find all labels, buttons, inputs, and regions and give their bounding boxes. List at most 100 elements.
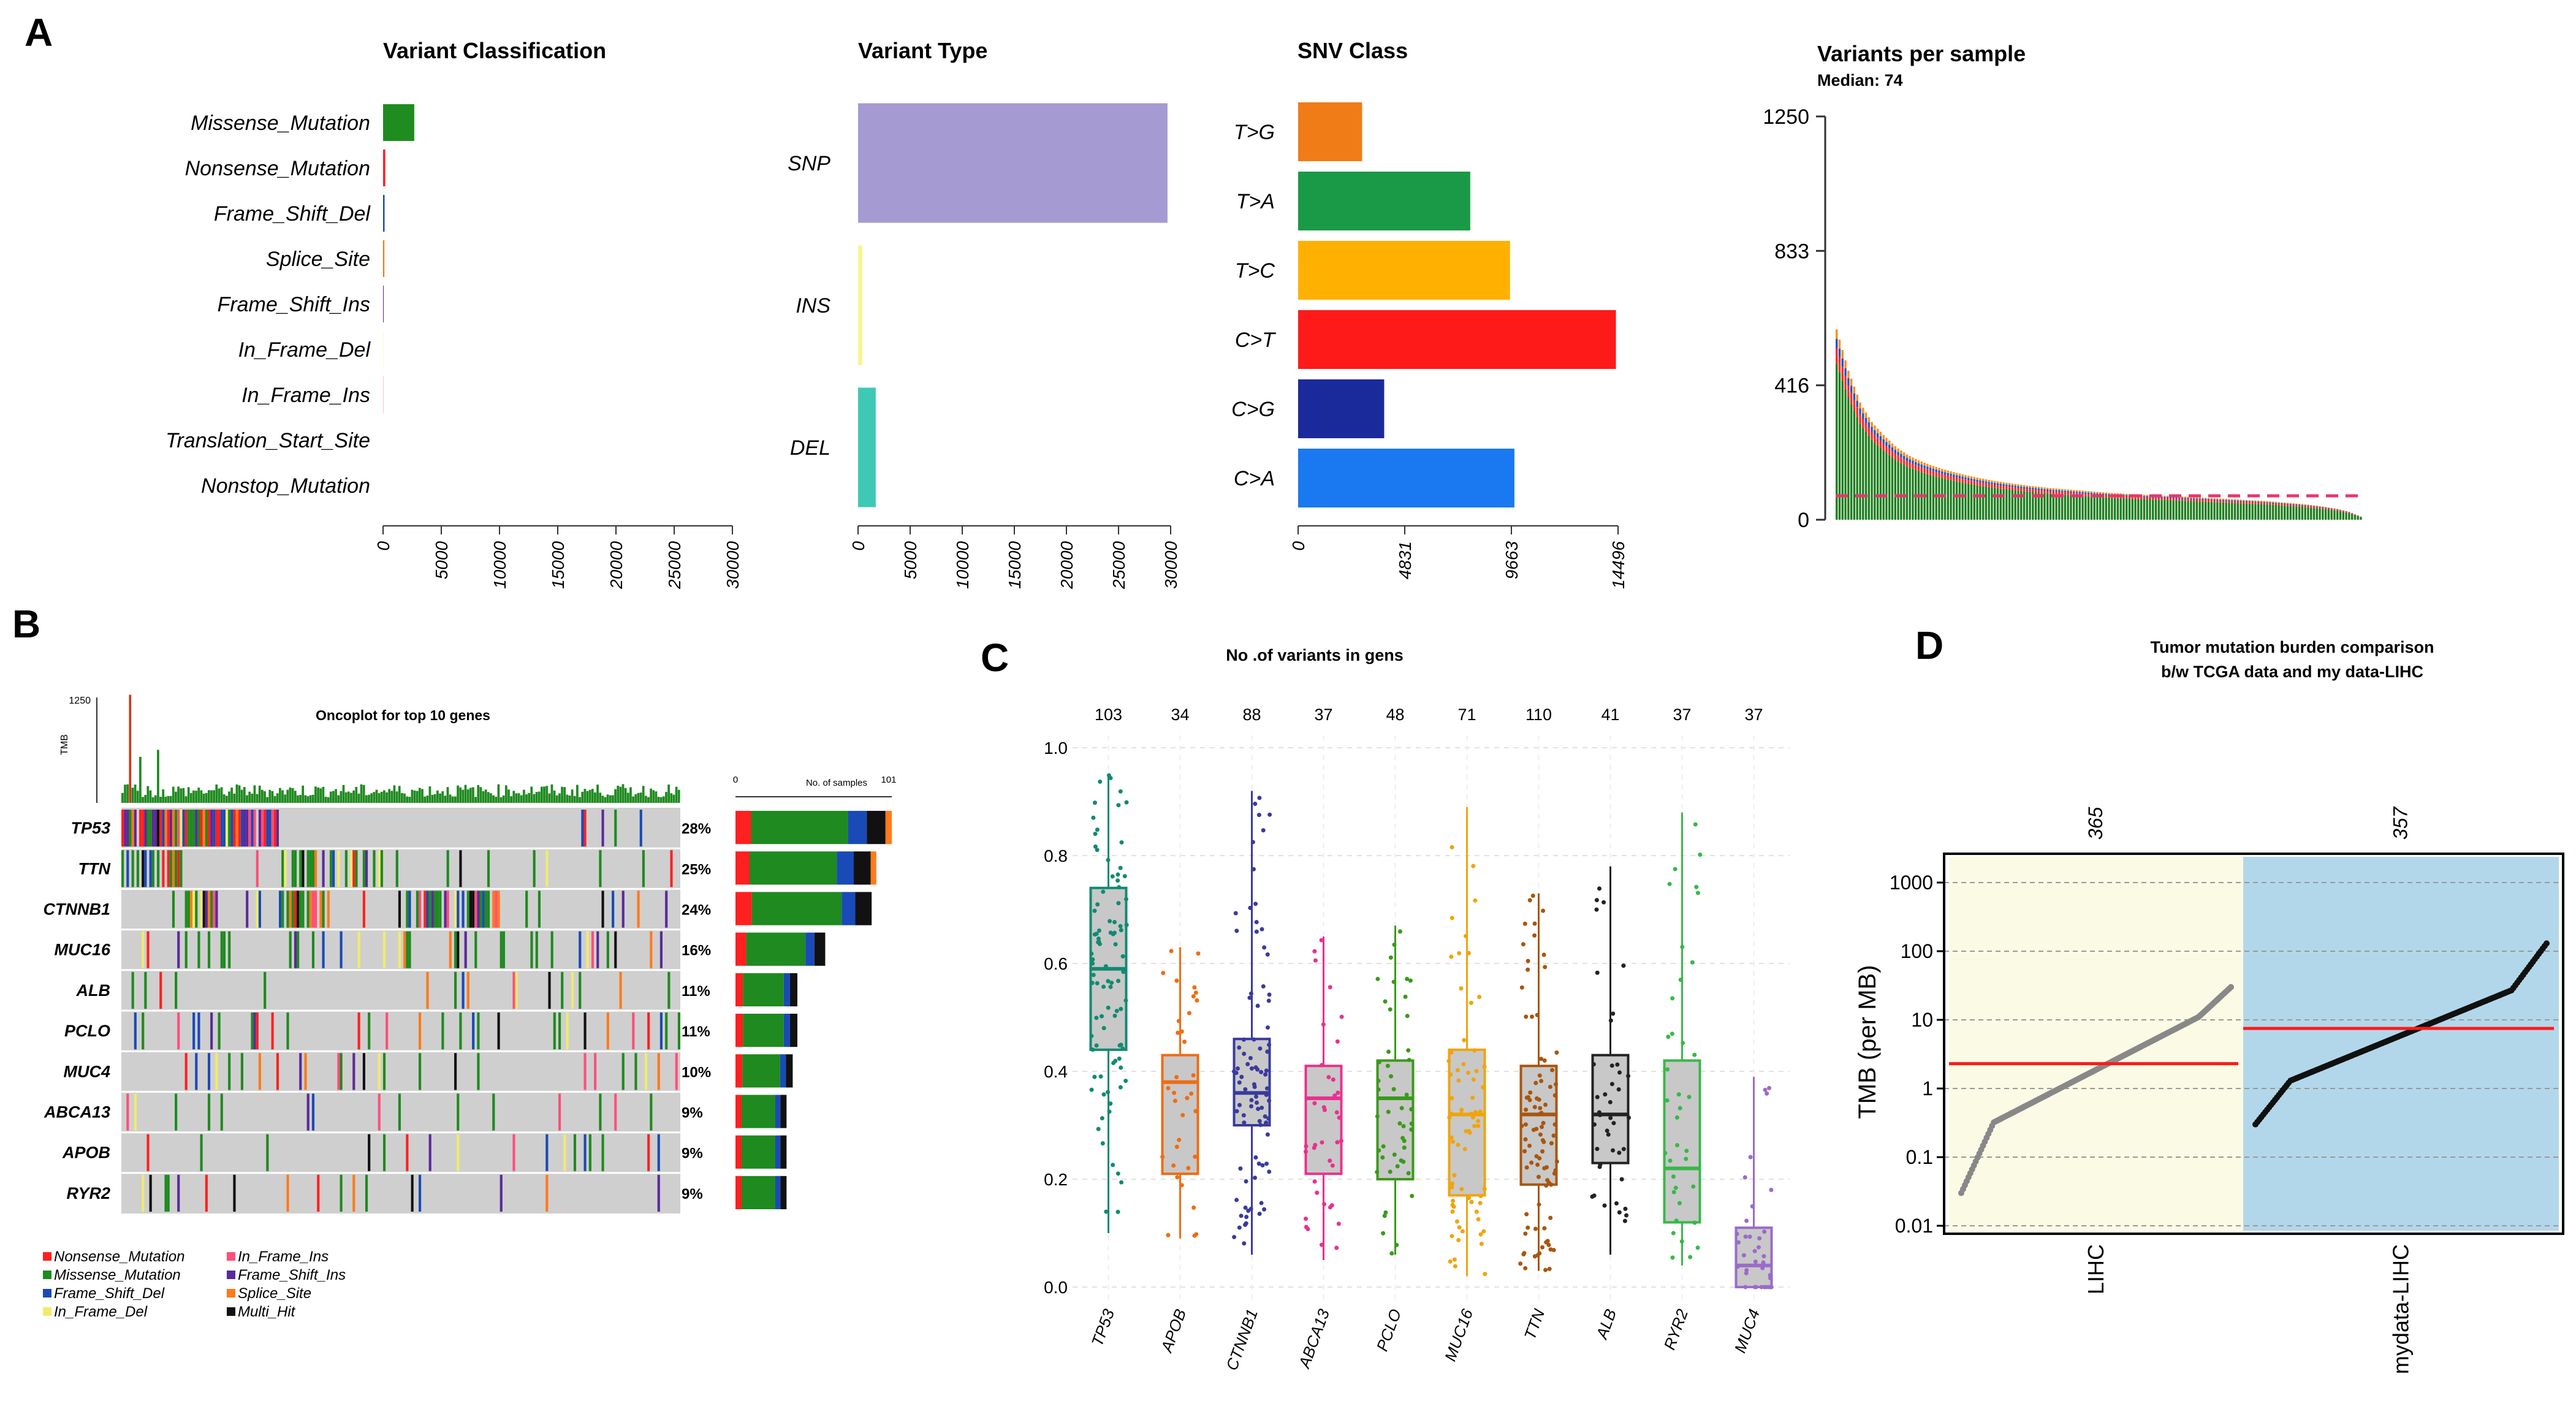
vc-label: Translation_Start_Site bbox=[165, 429, 370, 452]
boxplot-point bbox=[1117, 1043, 1122, 1048]
tmb-bar bbox=[329, 791, 332, 803]
boxplot-box bbox=[1304, 1065, 1343, 1176]
vt-x-tick-label: 5000 bbox=[901, 541, 920, 580]
vps-bar-segment bbox=[1836, 338, 1838, 349]
boxplot-point bbox=[1239, 1074, 1244, 1079]
oncoplot-cell bbox=[154, 810, 158, 847]
boxplot-point bbox=[1193, 1109, 1198, 1114]
vps-bar-segment bbox=[2222, 498, 2225, 500]
boxplot-x-label: APOB bbox=[1157, 1307, 1190, 1356]
vps-bar-segment bbox=[2152, 498, 2154, 500]
oncoplot-cell bbox=[319, 891, 322, 928]
boxplot-point bbox=[1542, 1058, 1547, 1063]
boxplot-point bbox=[1092, 1074, 1097, 1079]
vps-bar-segment bbox=[2052, 490, 2054, 492]
oncoplot-cell bbox=[497, 1012, 500, 1050]
boxplot-point bbox=[1667, 881, 1672, 886]
variants-per-sample-title: Variants per sample bbox=[1817, 41, 2026, 66]
vps-bar-segment bbox=[2339, 509, 2342, 511]
boxplot-point bbox=[1453, 1264, 1457, 1269]
vps-bar-segment bbox=[1991, 484, 1993, 488]
tmb-bar bbox=[662, 796, 665, 803]
vps-bar-segment bbox=[1850, 404, 1853, 520]
boxplot-point bbox=[1320, 1140, 1324, 1145]
vc-label: Nonsense_Mutation bbox=[185, 157, 370, 180]
vps-bar-segment bbox=[2023, 485, 2026, 487]
vps-bar-segment bbox=[1885, 446, 1888, 453]
vps-bar-segment bbox=[1864, 417, 1867, 424]
vps-bar-segment bbox=[2157, 500, 2160, 520]
vps-bar-segment bbox=[1950, 476, 1952, 481]
oncoplot-cell bbox=[142, 931, 145, 968]
boxplot-point bbox=[1524, 1014, 1529, 1019]
boxplot-point bbox=[1380, 1155, 1385, 1160]
vps-bar-segment bbox=[1929, 474, 1932, 520]
oncoplot-cell bbox=[162, 850, 165, 887]
tmb-bar bbox=[477, 785, 480, 803]
oncoplot-cell bbox=[314, 891, 317, 928]
tmb-bar bbox=[172, 786, 175, 803]
vps-bar-segment bbox=[2304, 506, 2306, 507]
boxplot-point bbox=[1118, 865, 1123, 870]
vps-bar-segment bbox=[2269, 504, 2271, 520]
tmb-bar bbox=[626, 792, 629, 803]
vps-bar-segment bbox=[1958, 482, 1961, 520]
vps-bar-segment bbox=[1902, 452, 1905, 456]
vps-bar-segment bbox=[2113, 493, 2116, 495]
vps-bar-segment bbox=[2213, 499, 2216, 501]
boxplot-point bbox=[1114, 1008, 1119, 1013]
vps-bar-segment bbox=[2322, 507, 2324, 508]
tmb-comparison-chart: Tumor mutation burden comparison b/w TCG… bbox=[1854, 638, 2564, 1374]
boxplot-point bbox=[1108, 984, 1113, 989]
boxplot-point bbox=[1339, 1139, 1343, 1144]
vps-bar-segment bbox=[1958, 476, 1961, 479]
boxplot-point bbox=[1267, 992, 1272, 997]
oncoplot-cell bbox=[134, 1012, 137, 1050]
tmb-bar bbox=[360, 784, 363, 803]
tmb-bar bbox=[599, 792, 602, 803]
boxplot-point bbox=[1243, 1206, 1248, 1210]
vps-bar-segment bbox=[2350, 514, 2354, 520]
boxplot-point bbox=[1120, 1046, 1125, 1051]
boxplot-point bbox=[1554, 1159, 1559, 1164]
vps-bar-segment bbox=[2219, 502, 2222, 520]
vps-bar-segment bbox=[2236, 501, 2239, 503]
vps-bar-segment bbox=[2263, 501, 2265, 502]
vps-bar-segment bbox=[1985, 486, 1988, 520]
vps-bar-segment bbox=[1985, 483, 1988, 487]
oncoplot-cell bbox=[657, 1053, 660, 1090]
vps-bar-segment bbox=[1950, 480, 1952, 520]
vps-bar-segment bbox=[1961, 479, 1964, 483]
boxplot-point bbox=[1753, 1285, 1758, 1290]
tmb-bar bbox=[472, 787, 474, 803]
vps-bar-segment bbox=[1891, 457, 1894, 520]
oncoplot-cell bbox=[382, 931, 386, 968]
vps-bar-segment bbox=[2116, 493, 2119, 495]
oncoplot-cell bbox=[200, 1134, 203, 1171]
oncoplot-cell bbox=[276, 1053, 279, 1090]
vps-bar-segment bbox=[2257, 502, 2260, 504]
tmb-bar bbox=[386, 792, 388, 803]
oncoplot-cell bbox=[644, 1053, 648, 1090]
tmb-bar bbox=[594, 792, 596, 803]
vps-bar-segment bbox=[2046, 490, 2049, 494]
boxplot-point bbox=[1522, 1149, 1527, 1153]
vps-bar-segment bbox=[2026, 488, 2028, 492]
tmb-bar bbox=[555, 795, 558, 803]
tmb-bar bbox=[175, 791, 177, 803]
samples-bar-segment bbox=[805, 932, 815, 966]
tmb-bar bbox=[553, 790, 556, 803]
oncoplot-cell bbox=[340, 1053, 343, 1090]
oncoplot-cell bbox=[180, 810, 183, 847]
boxplot-point bbox=[1692, 1220, 1697, 1225]
boxplot-point bbox=[1449, 1181, 1454, 1186]
boxplot-point bbox=[1109, 980, 1114, 985]
tmb-bar bbox=[322, 786, 325, 803]
vps-bar-segment bbox=[1941, 468, 1943, 472]
boxplot-point bbox=[1182, 1039, 1187, 1044]
vps-bar-segment bbox=[1938, 470, 1940, 473]
vps-bar-segment bbox=[2014, 490, 2016, 520]
boxplot-point bbox=[1264, 1086, 1269, 1091]
vps-bar-segment bbox=[2122, 498, 2125, 520]
tmb-group-background bbox=[2243, 857, 2559, 1231]
